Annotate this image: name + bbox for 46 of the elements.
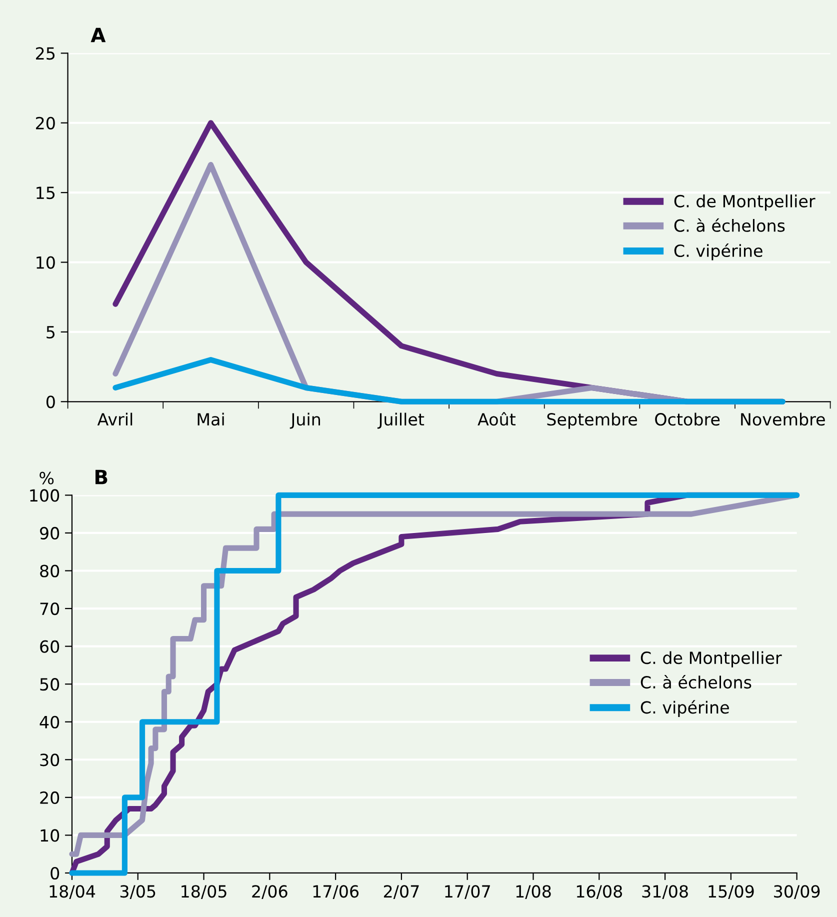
y-tick-label: 70: [40, 602, 60, 616]
x-tick-label: Mai: [198, 412, 224, 426]
x-tick-label: 30/09: [774, 885, 820, 899]
chart-title: A: [90, 28, 106, 42]
x-tick-label: 17/06: [313, 885, 359, 899]
x-tick-label: 15/09: [708, 885, 754, 899]
x-tick-label: 1/08: [516, 885, 551, 899]
x-tick-label: 2/07: [384, 885, 419, 899]
x-tick-label: 17/07: [445, 885, 490, 899]
x-tick-label: Septembre: [547, 412, 638, 429]
y-tick-label: 50: [40, 678, 60, 691]
y-tick-label: 90: [40, 526, 60, 540]
y-tick-label: 15: [36, 186, 55, 200]
y-tick-label: 5: [46, 326, 55, 339]
x-tick-label: Août: [478, 412, 516, 426]
y-tick-label: 100: [30, 489, 60, 502]
legend-label: C. vipérine: [674, 243, 762, 260]
x-tick-label: 16/08: [576, 885, 622, 899]
x-tick-label: Avril: [97, 412, 132, 426]
legend-label: C. à échelons: [640, 675, 752, 689]
x-tick-label: 3/05: [120, 885, 156, 899]
x-tick-label: 18/05: [182, 885, 226, 899]
x-tick-label: Juillet: [377, 412, 424, 429]
y-tick-label: 10: [36, 256, 55, 269]
legend-label: C. de Montpellier: [640, 651, 782, 668]
chart-title: B: [96, 470, 108, 484]
y-tick-label: 40: [40, 716, 60, 728]
x-tick-label: Novembre: [741, 412, 825, 426]
y-tick-label: 0: [46, 396, 55, 408]
x-tick-label: Octobre: [655, 412, 720, 426]
legend-label: C. à échelons: [674, 218, 785, 232]
x-tick-label: 31/08: [642, 885, 688, 899]
y-tick-label: 60: [40, 640, 60, 653]
legend-label: C. vipérine: [640, 700, 729, 717]
y-tick-label: 20: [40, 791, 60, 804]
y-tick-label: 25: [36, 47, 55, 60]
y-axis-title: %: [40, 472, 54, 484]
y-tick-label: 20: [36, 116, 55, 130]
y-tick-label: 0: [50, 866, 60, 880]
legend-label: C. de Montpellier: [674, 194, 816, 211]
y-tick-label: 10: [40, 829, 60, 842]
x-tick-label: Juin: [290, 412, 320, 429]
y-tick-label: 80: [40, 564, 60, 578]
y-tick-label: 30: [40, 754, 60, 766]
x-tick-label: 2/06: [252, 885, 288, 899]
x-tick-label: 18/04: [50, 885, 96, 899]
